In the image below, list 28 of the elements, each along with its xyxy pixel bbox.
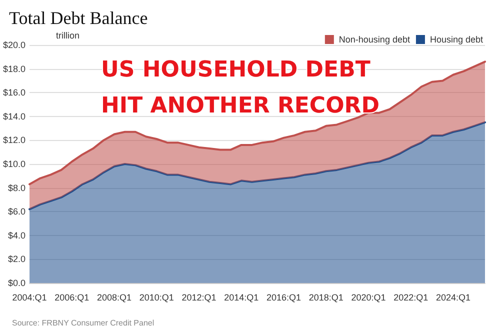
y-tick-label: $6.0 xyxy=(8,206,26,217)
legend-label: Non-housing debt xyxy=(338,34,410,44)
x-tick-label: 2020:Q1 xyxy=(351,292,386,302)
y-tick-label: $10.0 xyxy=(2,159,26,169)
x-tick-label: 2012:Q1 xyxy=(182,292,216,302)
x-tick-label: 2018:Q1 xyxy=(308,292,344,302)
x-tick-label: 2024:Q1 xyxy=(436,292,470,302)
y-tick-label: $8.0 xyxy=(8,182,26,193)
y-axis-title: trillion xyxy=(56,30,80,40)
legend-label: Housing debt xyxy=(430,34,484,44)
x-tick-label: 2006:Q1 xyxy=(54,292,90,302)
y-tick-label: $14.0 xyxy=(2,111,26,122)
y-tick-label: $16.0 xyxy=(2,88,26,98)
x-tick-label: 2022:Q1 xyxy=(394,292,428,302)
y-tick-label: $2.0 xyxy=(8,254,26,264)
x-tick-label: 2004:Q1 xyxy=(12,292,47,302)
x-tick-label: 2010:Q1 xyxy=(139,292,174,302)
y-tick-label: $0.0 xyxy=(8,278,26,288)
y-tick-label: $20.0 xyxy=(2,40,26,50)
x-tick-label: 2016:Q1 xyxy=(266,292,302,302)
annotation: US HOUSEHOLD DEBT HIT ANOTHER RECORD xyxy=(101,58,380,118)
y-tick-label: $4.0 xyxy=(8,230,26,240)
y-tick-label: $12.0 xyxy=(2,135,26,146)
x-tick-label: 2014:Q1 xyxy=(224,292,259,302)
source-note: Source: FRBNY Consumer Credit Panel xyxy=(12,318,154,328)
x-tick-label: 2008:Q1 xyxy=(96,292,132,302)
y-tick-label: $18.0 xyxy=(2,64,26,74)
chart-title: Total Debt Balance xyxy=(9,8,148,28)
